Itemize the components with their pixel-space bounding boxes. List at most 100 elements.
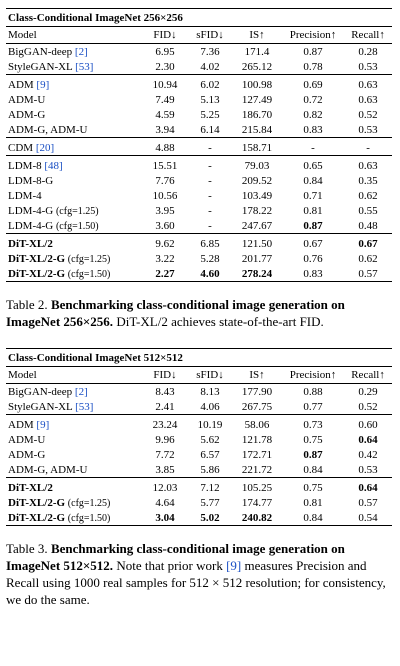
cell-text: 100.98 <box>241 78 273 91</box>
cell-text: 3.85 <box>155 463 175 476</box>
cell-text: 0.63 <box>358 78 378 91</box>
value-cell: 103.49 <box>232 188 282 203</box>
value-cell: 100.98 <box>232 74 282 92</box>
cell-text: BigGAN-deep <box>8 385 73 398</box>
value-cell: 2.41 <box>142 399 188 415</box>
model-cell: DiT-XL/2 <box>6 477 142 495</box>
value-cell: 7.12 <box>188 477 232 495</box>
citation: [2] <box>74 45 88 58</box>
value-cell: 0.52 <box>344 399 392 415</box>
value-cell: 8.13 <box>188 384 232 400</box>
value-cell: 4.60 <box>188 266 232 282</box>
value-cell: 5.77 <box>188 495 232 510</box>
value-cell: 2.30 <box>142 59 188 75</box>
citation: [20] <box>35 141 55 154</box>
header-cell: sFID↓ <box>188 26 232 44</box>
caption-text: Table 3. <box>6 541 51 556</box>
cell-text: 186.70 <box>241 108 273 121</box>
value-cell: 105.25 <box>232 477 282 495</box>
value-cell: 0.53 <box>344 122 392 138</box>
header-cell: FID↓ <box>142 366 188 384</box>
value-cell: 10.19 <box>188 414 232 432</box>
value-cell: 5.02 <box>188 510 232 526</box>
cell-text: ADM-U <box>8 433 46 446</box>
cell-text: 0.63 <box>358 159 378 172</box>
model-cell: ADM-G <box>6 447 142 462</box>
value-cell: 0.75 <box>282 432 344 447</box>
value-cell: 0.81 <box>282 495 344 510</box>
cell-text: 0.69 <box>303 78 323 91</box>
cell-text: LDM-8-G <box>8 174 54 187</box>
table-title: Class-Conditional ImageNet 256×256 <box>6 8 393 27</box>
cell-text: 0.62 <box>358 252 378 265</box>
table-row: LDM-4 10.56 - 103.49 0.71 0.62 <box>6 188 392 203</box>
cell-text: DiT-XL/2-G <box>8 496 66 509</box>
table-row: DiT-XL/2-G (cfg=1.25) 4.64 5.77 174.77 0.81 0… <box>6 495 392 510</box>
header-row: Model FID↓ sFID↓ IS↑ Precision↑ Recall↑ <box>6 366 393 384</box>
value-cell: 0.42 <box>344 447 392 462</box>
table-title: Class-Conditional ImageNet 512×512 <box>6 348 393 367</box>
cell-text: 0.52 <box>358 400 378 413</box>
value-cell: 0.63 <box>344 92 392 107</box>
value-cell: 0.67 <box>344 233 393 251</box>
model-cell: DiT-XL/2-G (cfg=1.25) <box>6 495 142 510</box>
value-cell: 0.71 <box>282 188 344 203</box>
table-row: BigGAN-deep [2] 6.95 7.36 171.4 0.87 0.28 <box>6 44 392 60</box>
value-cell: 278.24 <box>232 266 282 282</box>
caption-text: Benchmarking class-conditional image gen… <box>6 541 345 573</box>
header-cell: Recall↑ <box>344 366 393 384</box>
cell-text: 12.03 <box>152 481 178 494</box>
cell-text: ADM-G, ADM-U <box>8 123 88 136</box>
cell-text: 0.54 <box>358 511 378 524</box>
cell-text: 0.57 <box>358 267 378 280</box>
value-cell: 5.13 <box>188 92 232 107</box>
table-row: CDM [20] 4.88 - 158.71 - - <box>6 137 393 156</box>
value-cell: 5.25 <box>188 107 232 122</box>
value-cell: 0.53 <box>344 462 392 478</box>
cell-text: 0.76 <box>303 252 323 265</box>
cell-text: 0.72 <box>303 93 323 106</box>
citation: [53] <box>75 400 94 413</box>
table-caption: Table 3. Benchmarking class-conditional … <box>6 540 394 608</box>
cell-text: - <box>208 189 212 202</box>
value-cell: 3.04 <box>142 510 188 526</box>
cell-text: 0.28 <box>358 45 378 58</box>
value-cell: 23.24 <box>142 414 188 432</box>
header-cell: FID↓ <box>142 26 188 44</box>
model-cell: BigGAN-deep [2] <box>6 44 142 60</box>
value-cell: - <box>282 137 344 156</box>
value-cell: 10.56 <box>142 188 188 203</box>
value-cell: 0.63 <box>344 74 393 92</box>
cell-text: - <box>208 219 212 232</box>
value-cell: - <box>188 218 232 234</box>
caption-text: DiT-XL/2 achieves state-of-the-art FID. <box>113 314 324 329</box>
model-cell: LDM-8-G <box>6 173 142 188</box>
cell-text: 9.62 <box>155 237 175 250</box>
citation: [48] <box>44 159 63 172</box>
value-cell: 0.55 <box>344 203 392 218</box>
model-cell: ADM-U <box>6 432 142 447</box>
value-cell: 0.83 <box>282 122 344 138</box>
cell-text: 221.72 <box>241 463 273 476</box>
cell-text: 265.12 <box>241 60 273 73</box>
citation: [9] <box>36 418 50 431</box>
cell-text: 6.95 <box>155 45 175 58</box>
results-table: Class-Conditional ImageNet 256×256 Model F… <box>6 8 393 282</box>
citation: [2] <box>74 385 88 398</box>
value-cell: 3.22 <box>142 251 188 266</box>
cell-text: 0.81 <box>303 496 323 509</box>
cell-text: 8.43 <box>155 385 175 398</box>
cell-text: 3.60 <box>155 219 175 232</box>
value-cell: - <box>188 155 232 173</box>
value-cell: 4.59 <box>142 107 188 122</box>
cell-text: 0.63 <box>358 93 378 106</box>
value-cell: 8.43 <box>142 384 188 400</box>
value-cell: 0.81 <box>282 203 344 218</box>
caption-text: measures Precision and Recall using 1000… <box>6 558 386 607</box>
cell-text: 0.53 <box>358 463 378 476</box>
cell-text: 5.28 <box>200 252 220 265</box>
table-row: LDM-4-G (cfg=1.50) 3.60 - 247.67 0.87 0.48 <box>6 218 392 234</box>
value-cell: 0.75 <box>282 477 344 495</box>
cell-text: - <box>208 159 212 172</box>
